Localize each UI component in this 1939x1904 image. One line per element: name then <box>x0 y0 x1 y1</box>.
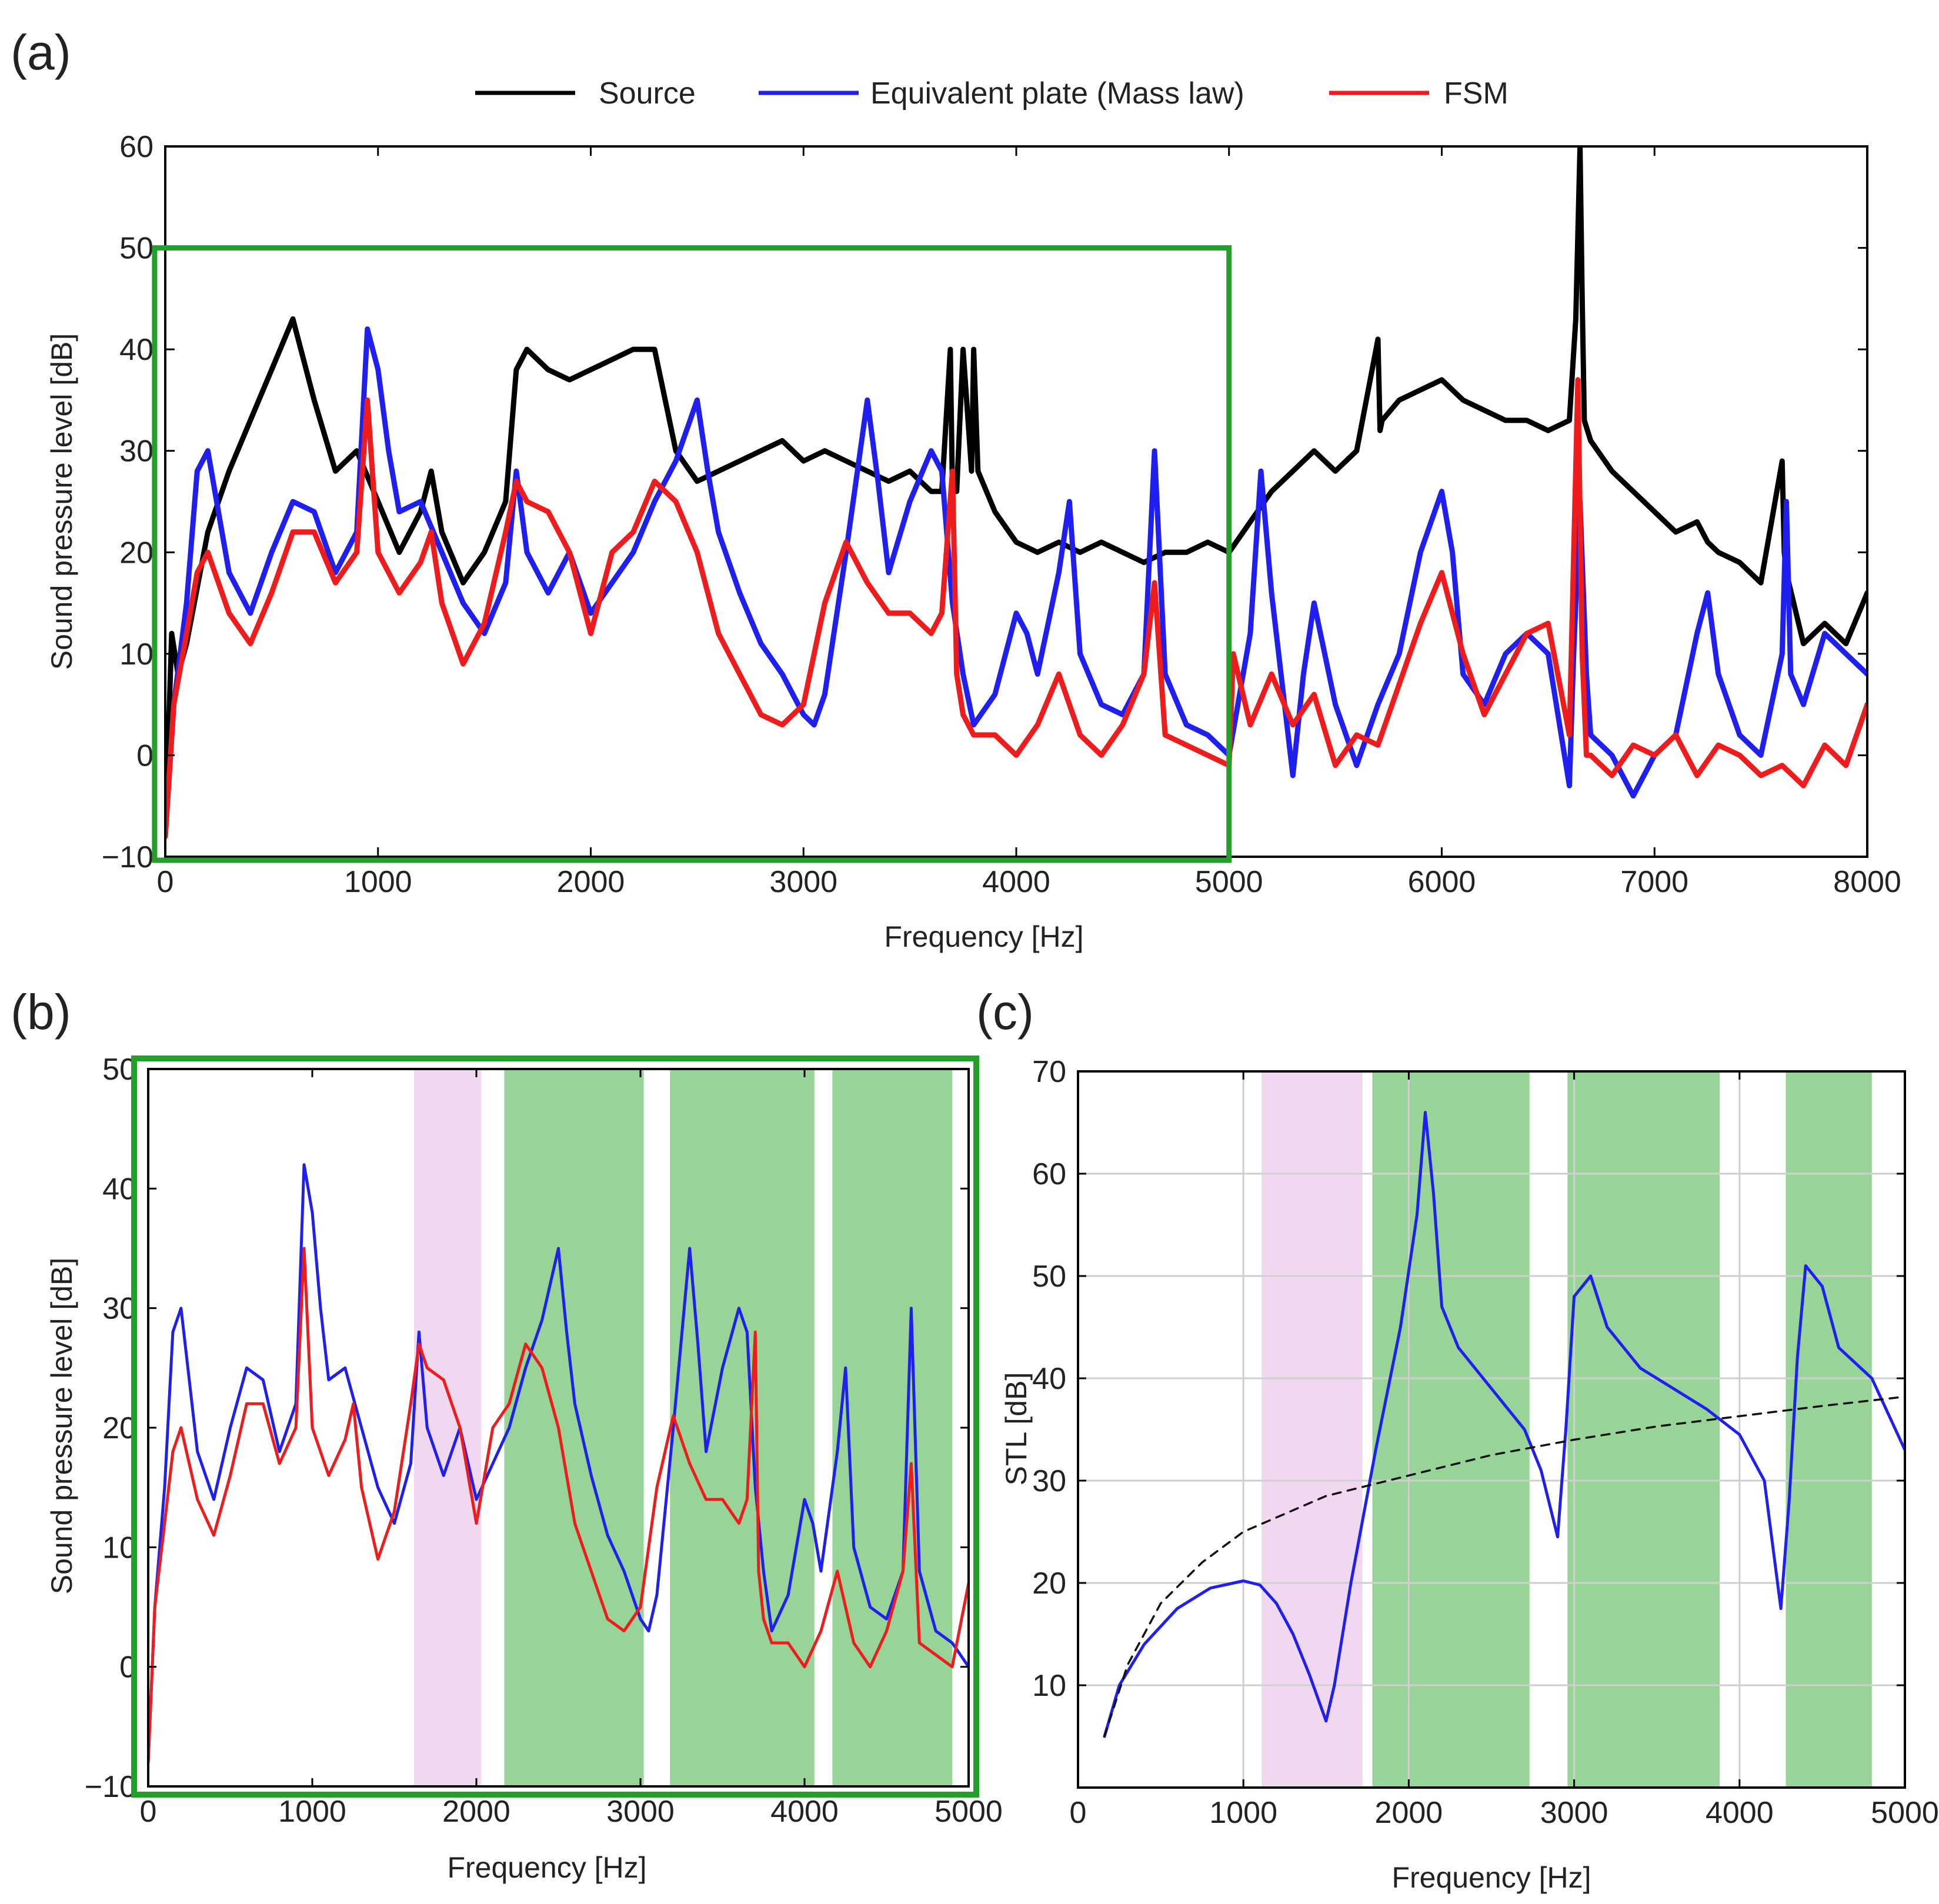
y-axis-label-c: STL [dB] <box>1000 1372 1033 1486</box>
y-tick-label: 40 <box>119 333 153 367</box>
series-line-equivalent-plate-mass-law <box>148 1163 969 1764</box>
x-tick-label: 4000 <box>1706 1796 1774 1830</box>
x-axis-label-a: Frequency [Hz] <box>884 920 1083 953</box>
x-tick-label: 0 <box>1070 1796 1087 1830</box>
series-line-fsm <box>165 377 1867 839</box>
y-tick-label: 40 <box>102 1172 136 1206</box>
panel-b-label: (b) <box>11 984 71 1040</box>
x-tick-label: 5000 <box>1871 1796 1939 1830</box>
y-axis-label-b: Sound pressure level [dB] <box>45 1258 78 1595</box>
y-tick-label: 50 <box>1032 1260 1066 1294</box>
series-line-equivalent-plate-mass-law <box>1103 1395 1905 1738</box>
x-tick-label: 1000 <box>278 1795 346 1829</box>
legend: Source Equivalent plate (Mass law) FSM <box>475 76 1509 111</box>
y-tick-label: 60 <box>119 130 153 164</box>
x-axis-label-b: Frequency [Hz] <box>447 1851 646 1884</box>
x-tick-label: 7000 <box>1620 865 1688 899</box>
legend-label-source: Source <box>599 76 696 111</box>
y-tick-label: 30 <box>119 435 153 469</box>
panel-a-label: (a) <box>11 25 71 80</box>
shaded-band-2 <box>1372 1071 1530 1788</box>
x-tick-label: 5000 <box>935 1795 1003 1829</box>
x-tick-label: 5000 <box>1195 865 1263 899</box>
y-tick-label: 10 <box>1032 1669 1066 1703</box>
y-tick-label: 30 <box>102 1292 136 1326</box>
x-tick-label: 2000 <box>557 865 625 899</box>
x-tick-label: 2000 <box>442 1795 510 1829</box>
x-tick-label: 3000 <box>606 1795 675 1829</box>
x-tick-label: 2000 <box>1375 1796 1443 1830</box>
axes-frame-c <box>1077 1070 1906 1789</box>
series-line-equivalent-plate-mass-law <box>165 326 1867 839</box>
shaded-band-4 <box>1786 1071 1872 1788</box>
panel-a: (a) Source Equivalent plate (Mass law) F… <box>11 25 1901 953</box>
y-tick-label: 10 <box>102 1531 136 1565</box>
y-tick-label: −10 <box>102 840 153 874</box>
highlight-box-b <box>131 1055 979 1798</box>
legend-label-equivalent-plate: Equivalent plate (Mass law) <box>870 76 1244 111</box>
y-axis-label-a: Sound pressure level [dB] <box>45 333 78 670</box>
series-line-fsm <box>148 1247 969 1764</box>
x-axis-label-c: Frequency [Hz] <box>1391 1861 1591 1894</box>
panel-b: (b) 0 1000 2000 3000 4000 5000−1001020304050 … <box>11 984 1003 1884</box>
y-tick-label: 40 <box>1032 1362 1066 1396</box>
x-tick-label: 1000 <box>344 865 412 899</box>
highlight-box-a <box>152 245 1232 863</box>
shaded-band-3 <box>1567 1071 1720 1788</box>
shaded-band-1 <box>1261 1071 1363 1788</box>
y-tick-label: −10 <box>85 1770 136 1804</box>
x-tick-label: 8000 <box>1833 865 1901 899</box>
shaded-band-2 <box>504 1069 644 1786</box>
y-tick-label: 70 <box>1032 1055 1066 1089</box>
y-tick-label: 0 <box>136 739 153 773</box>
series-line-source <box>165 146 1867 839</box>
x-tick-label: 3000 <box>769 865 837 899</box>
x-tick-label: 0 <box>140 1795 157 1829</box>
y-tick-label: 20 <box>1032 1566 1066 1601</box>
shaded-band-3 <box>670 1069 815 1786</box>
series-line-fsm <box>1103 1111 1905 1738</box>
y-tick-label: 50 <box>102 1053 136 1087</box>
panel-c: (c) 0 1000 2000 3000 4000 500010203040506070 … <box>976 984 1939 1894</box>
x-tick-label: 4000 <box>770 1795 839 1829</box>
shaded-band-4 <box>832 1069 953 1786</box>
panel-c-label: (c) <box>976 984 1034 1040</box>
x-tick-label: 4000 <box>982 865 1050 899</box>
x-tick-label: 1000 <box>1209 1796 1277 1830</box>
y-tick-label: 60 <box>1032 1157 1066 1191</box>
shaded-band-1 <box>413 1069 482 1786</box>
y-tick-label: 50 <box>119 232 153 266</box>
x-tick-label: 6000 <box>1408 865 1476 899</box>
x-tick-label: 0 <box>157 865 174 899</box>
y-tick-label: 20 <box>119 536 153 570</box>
x-tick-label: 3000 <box>1540 1796 1608 1830</box>
y-tick-label: 10 <box>119 637 153 672</box>
legend-label-fsm: FSM <box>1444 76 1509 111</box>
y-tick-label: 30 <box>1032 1464 1066 1498</box>
y-tick-label: 20 <box>102 1411 136 1445</box>
